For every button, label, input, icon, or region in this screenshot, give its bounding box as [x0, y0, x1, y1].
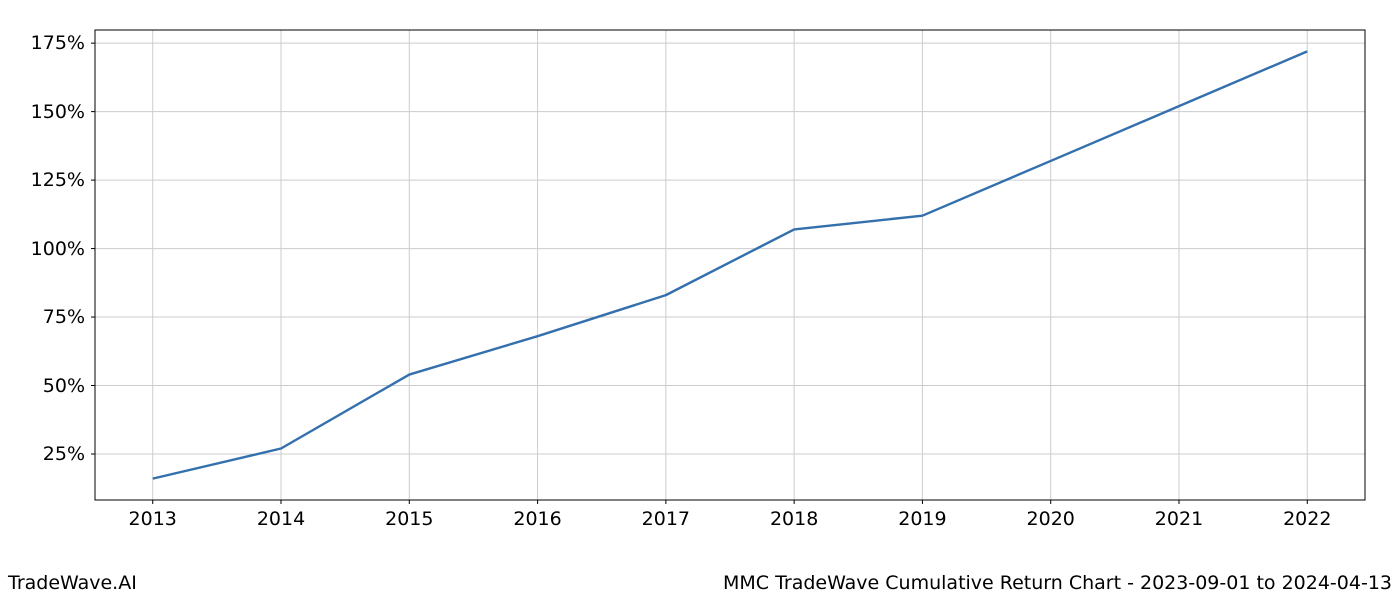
- x-tick-label: 2013: [129, 508, 177, 530]
- data-line-series-1: [153, 51, 1308, 478]
- x-tick-label: 2016: [513, 508, 561, 530]
- chart-container: 25% 50% 75% 100% 125% 150% 175% 2013 2014 2015 20…: [0, 0, 1400, 600]
- y-tick-label: 175%: [31, 32, 85, 54]
- plot-svg: [95, 30, 1365, 500]
- x-tick-label: 2014: [257, 508, 305, 530]
- x-tick-label: 2021: [1155, 508, 1203, 530]
- footer-brand-text: TradeWave.AI: [8, 572, 137, 594]
- x-tick-label: 2015: [385, 508, 433, 530]
- y-tick-label: 50%: [43, 375, 85, 397]
- y-tick-label: 125%: [31, 169, 85, 191]
- y-tick-label: 25%: [43, 443, 85, 465]
- x-tick-label: 2020: [1027, 508, 1075, 530]
- y-tick-label: 150%: [31, 101, 85, 123]
- y-tick-label: 100%: [31, 238, 85, 260]
- plot-area: [95, 30, 1365, 500]
- footer-caption-text: MMC TradeWave Cumulative Return Chart - …: [723, 572, 1392, 594]
- x-tick-label: 2019: [898, 508, 946, 530]
- x-tick-label: 2017: [642, 508, 690, 530]
- x-tick-label: 2018: [770, 508, 818, 530]
- x-tick-label: 2022: [1283, 508, 1331, 530]
- y-tick-label: 75%: [43, 306, 85, 328]
